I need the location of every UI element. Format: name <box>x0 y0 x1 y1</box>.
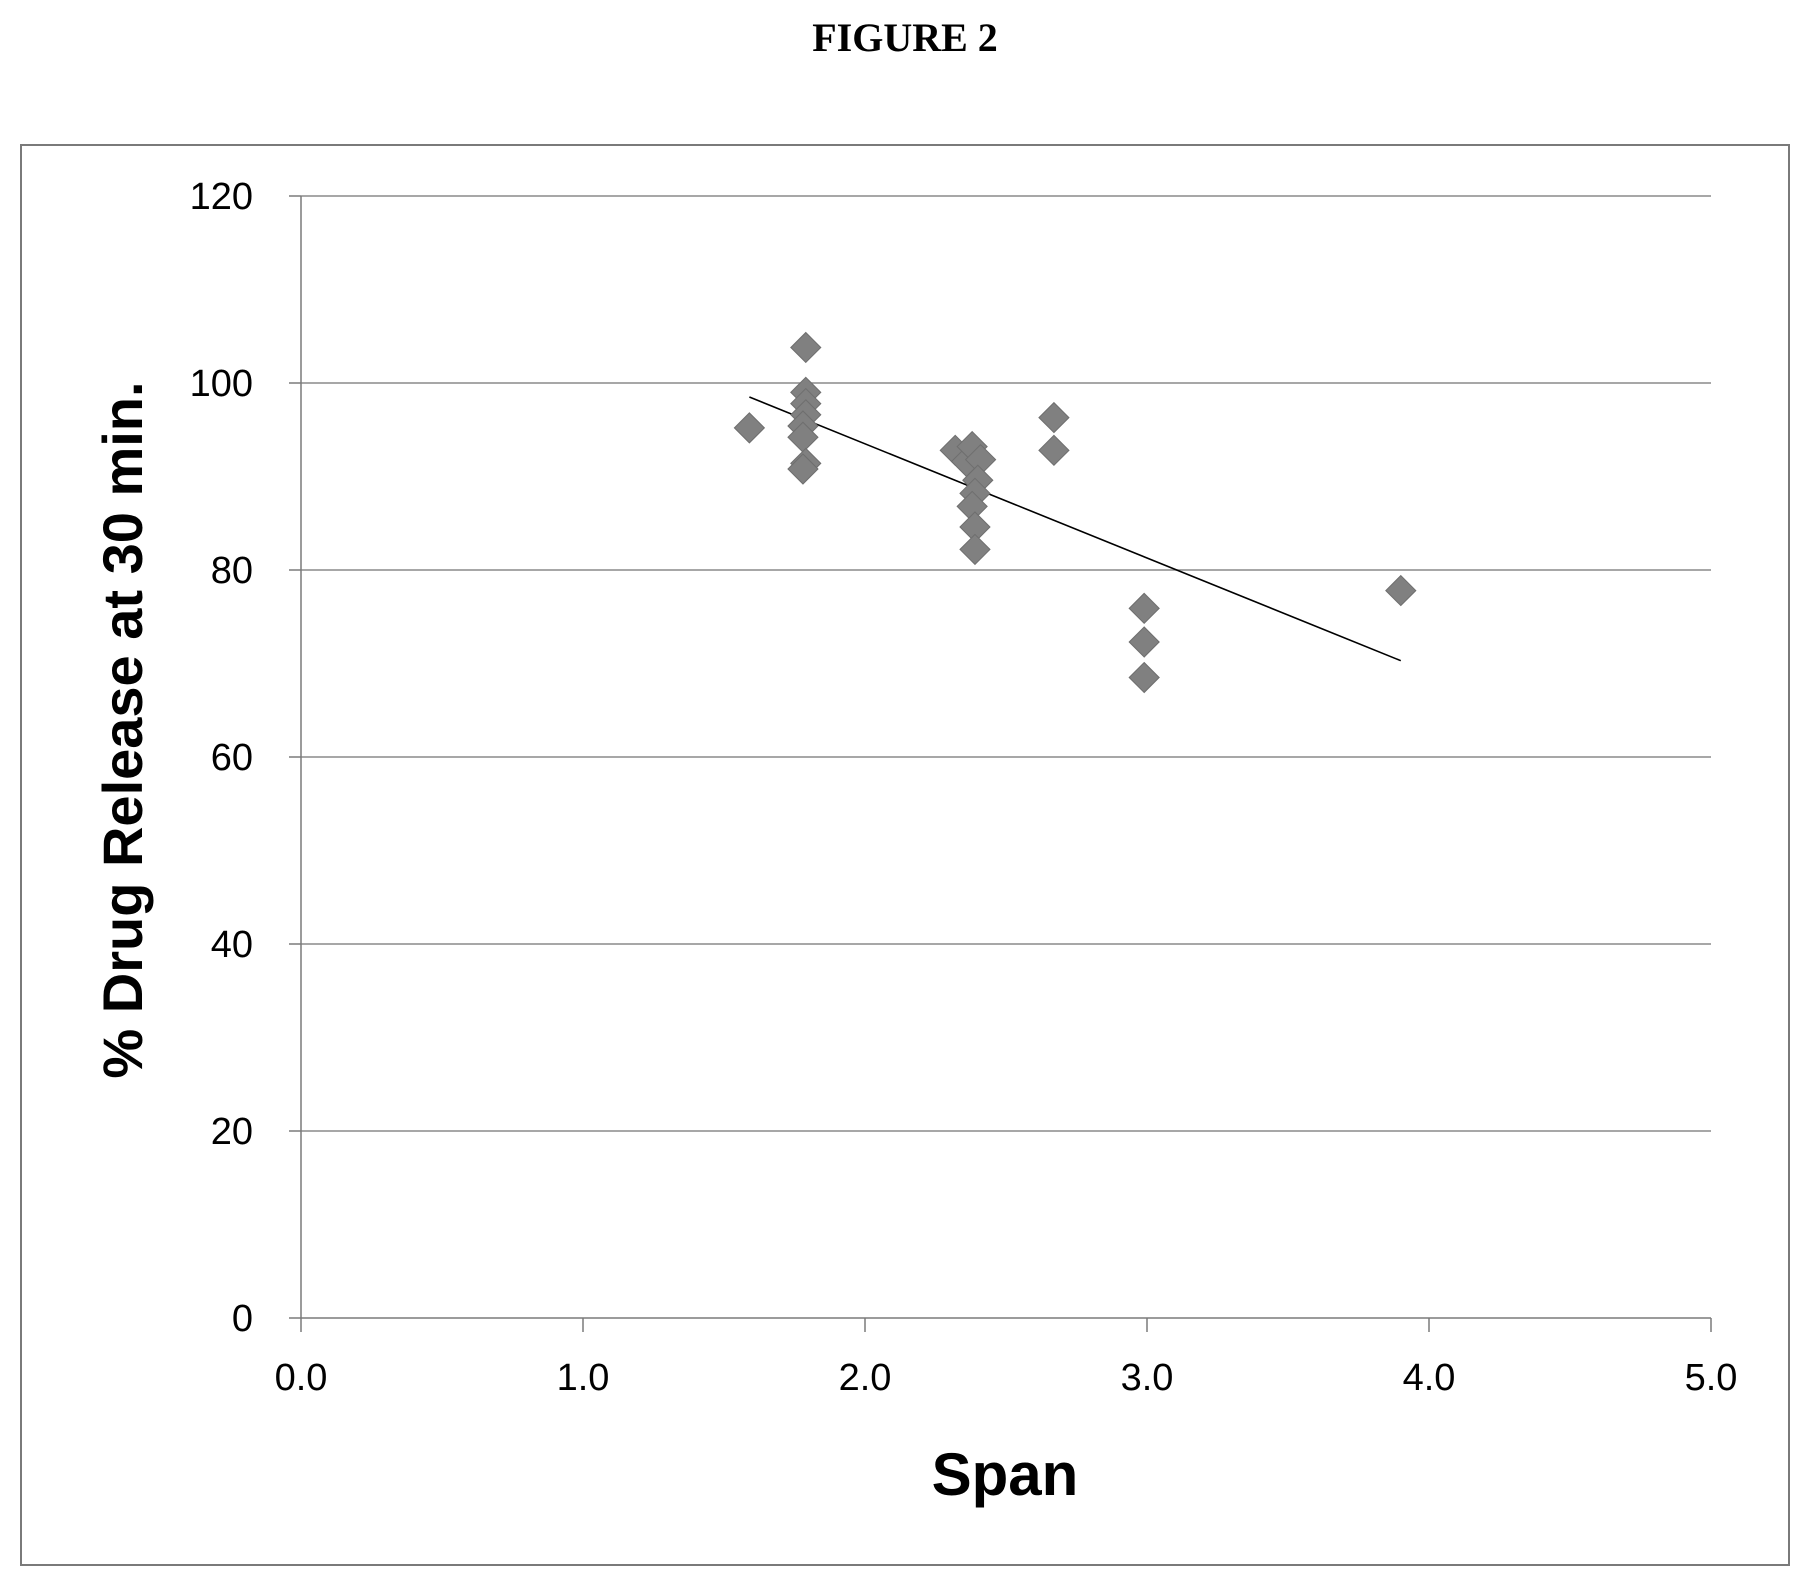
x-axis-title: Span <box>932 1441 1079 1508</box>
x-tick-label: 5.0 <box>1685 1357 1738 1399</box>
axes <box>289 195 1712 1332</box>
trendline <box>749 396 1402 662</box>
y-tick-label: 40 <box>211 924 253 966</box>
data-points <box>733 331 1417 694</box>
data-point <box>1038 434 1070 467</box>
y-tick-label: 120 <box>190 176 253 218</box>
x-tick-label: 4.0 <box>1403 1357 1456 1399</box>
y-tick-label: 0 <box>232 1298 253 1340</box>
data-point <box>1128 592 1160 625</box>
data-point <box>959 533 991 566</box>
gridlines <box>301 195 1711 1132</box>
y-tick-label: 60 <box>211 737 253 779</box>
y-tick-label: 100 <box>190 363 253 405</box>
trendline-layer <box>749 396 1402 662</box>
x-tick-label: 1.0 <box>557 1357 610 1399</box>
axis-labels: Span % Drug Release at 30 min. 0 20 40 60 80… <box>91 176 1737 1508</box>
figure-caption: FIGURE 2 <box>812 15 998 60</box>
y-axis-title: % Drug Release at 30 min. <box>91 381 154 1078</box>
data-point <box>1385 574 1417 607</box>
data-point <box>790 331 822 364</box>
data-point <box>1128 626 1160 658</box>
data-point <box>1038 401 1070 434</box>
x-tick-label: 2.0 <box>839 1357 892 1399</box>
data-point <box>733 412 766 444</box>
chart-frame <box>20 144 1790 1566</box>
x-tick-label: 3.0 <box>1121 1357 1174 1399</box>
y-tick-label: 20 <box>211 1111 253 1153</box>
x-tick-label: 0.0 <box>275 1357 328 1399</box>
y-tick-label: 80 <box>211 550 253 592</box>
data-point <box>787 453 819 485</box>
data-point <box>1128 661 1160 694</box>
